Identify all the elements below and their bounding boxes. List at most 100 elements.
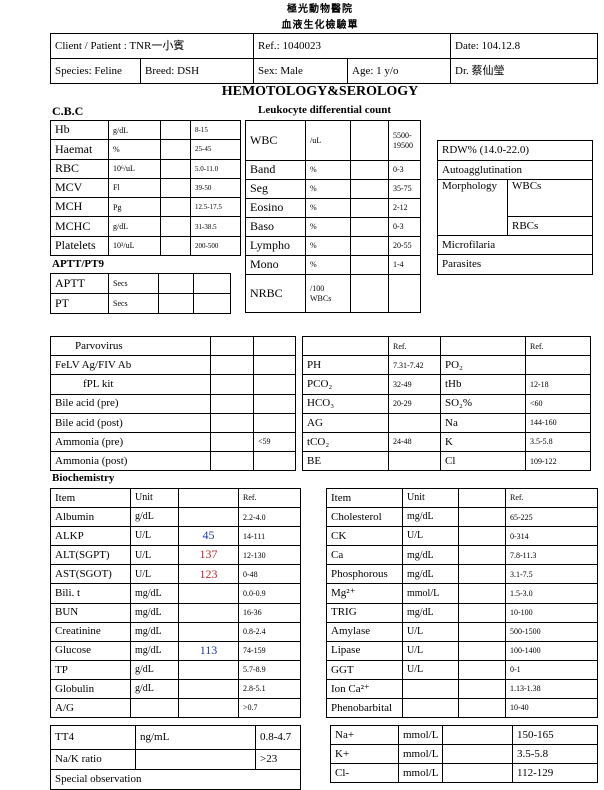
- table-cell: [178, 659, 239, 680]
- table-cell: 31-38.5: [190, 216, 241, 237]
- table-cell: >23: [255, 749, 301, 770]
- table-cell: 10³/uL: [108, 235, 161, 257]
- table-row: Item Unit Ref.: [50, 487, 301, 509]
- table-cell: g/dL: [130, 659, 179, 680]
- table-cell: Microfilaria: [436, 235, 594, 255]
- table-cell: TP: [50, 659, 131, 680]
- table-cell: Ref.: [238, 487, 301, 509]
- table-cell: 113: [178, 640, 239, 661]
- table-row: Amylase U/L 500-1500: [326, 621, 598, 642]
- table-row: TRIG mg/dL 10-100: [326, 602, 598, 623]
- table-cell: RDW% (14.0-22.0): [436, 140, 594, 161]
- table-cell: WBCs: [506, 179, 594, 217]
- table-cell: Bile acid (post): [50, 412, 211, 433]
- table-cell: [210, 335, 254, 357]
- table-cell: Cholesterol: [326, 507, 403, 528]
- table-cell: 1.13-1.38: [505, 678, 598, 700]
- table-row: NRBC/100 WBCs: [245, 274, 421, 313]
- table-row: Parasites: [436, 254, 594, 275]
- table: Parvovirus FeLV Ag/FIV Ab fPL kit Bile acid…: [50, 335, 296, 472]
- table-row: TT4 ng/mL 0.8-4.7: [50, 725, 301, 750]
- table-cell: FeLV Ag/FIV Ab: [50, 355, 211, 376]
- table-cell: tCO₂: [302, 431, 389, 453]
- table-cell: [178, 698, 239, 719]
- table-row: Seg% 35-75: [245, 179, 421, 199]
- table-cell: [253, 451, 296, 472]
- table-cell: 123: [178, 564, 239, 585]
- table-cell: mg/dL: [402, 507, 459, 528]
- table-cell: Mg²⁺: [326, 583, 403, 604]
- table-cell: 109-122: [525, 451, 591, 472]
- table-cell: Seg: [245, 179, 306, 199]
- table-cell: [210, 412, 254, 433]
- table-cell: [210, 355, 254, 376]
- table-cell: [193, 293, 231, 314]
- table-cell: Phenobarbital: [326, 698, 403, 719]
- table-cell: Glucose: [50, 640, 131, 661]
- table-cell: 1.5-3.0: [505, 583, 598, 604]
- table-cell: g/dL: [130, 507, 179, 528]
- table-row: A/G >0.7: [50, 698, 301, 719]
- table: RDW% (14.0-22.0) Autoagglutination Morphol…: [436, 140, 594, 275]
- table-cell: 24-48: [388, 431, 441, 453]
- table-cell: ng/mL: [135, 725, 256, 750]
- table-cell: %: [305, 198, 351, 218]
- table-cell: [440, 335, 526, 357]
- table-cell: [160, 235, 191, 257]
- table-cell: Globulin: [50, 678, 131, 700]
- table-cell: Breed: DSH: [139, 58, 255, 84]
- table-row: PH 7.31-7.42 PO₂: [302, 355, 591, 376]
- table-cell: [458, 507, 506, 528]
- table-cell: [350, 160, 389, 180]
- table-cell: Cl: [440, 451, 526, 472]
- table-row: Na+ mmol/L 150-165: [330, 725, 598, 745]
- table-cell: Parvovirus: [50, 335, 211, 357]
- table-cell: Ammonia (post): [50, 451, 211, 472]
- table-row: BE Cl 109-122: [302, 451, 591, 472]
- table-cell: PH: [302, 355, 389, 376]
- table-cell: 150-165: [512, 725, 598, 745]
- table-cell: 5.7-8.9: [238, 659, 301, 680]
- table-row: Baso% 0-3: [245, 217, 421, 237]
- table-row: fPL kit: [50, 374, 296, 395]
- table-cell: 3.5-5.8: [525, 431, 591, 453]
- table-row: Creatinine mg/dL 0.8-2.4: [50, 621, 301, 642]
- table-cell: [210, 451, 254, 472]
- table-cell: BUN: [50, 602, 131, 623]
- table-cell: [160, 216, 191, 237]
- table-cell: 0-3: [388, 160, 421, 180]
- table-row: ALKP U/L 45 14-111: [50, 526, 301, 547]
- table-cell: Bili. t: [50, 583, 131, 604]
- table-cell: [350, 255, 389, 275]
- table-cell: %: [305, 217, 351, 237]
- table-cell: Pg: [108, 197, 161, 218]
- table-cell: Ammonia (pre): [50, 431, 211, 453]
- table-cell: fPL kit: [50, 374, 211, 395]
- table-cell: mg/dL: [402, 564, 459, 585]
- table-row: ALT(SGPT) U/L 137 12-130: [50, 545, 301, 566]
- table-cell: 35-75: [388, 179, 421, 199]
- table-cell: 5.0-11.0: [190, 158, 241, 179]
- table-cell: 0.0-0.9: [238, 583, 301, 604]
- table-cell: K+: [330, 744, 399, 764]
- table-cell: [210, 393, 254, 414]
- table-cell: mmol/L: [398, 725, 443, 745]
- table-cell: PCO₂: [302, 374, 389, 395]
- table-row: Eosino% 2-12: [245, 198, 421, 218]
- table-cell: 137: [178, 545, 239, 566]
- table-cell: g/dL: [130, 678, 179, 700]
- table-row: HCO₃ 20-29 SO₂% <60: [302, 393, 591, 414]
- table: Item Unit Ref. Albumin g/dL 2.2-4.0 ALKP U/L 45 1…: [50, 487, 301, 719]
- table-cell: 12-18: [525, 374, 591, 395]
- table-cell: 0.8-2.4: [238, 621, 301, 642]
- section-title: HEMOTOLOGY&SEROLOGY: [221, 84, 419, 99]
- table-cell: U/L: [402, 659, 459, 680]
- table-cell: CK: [326, 526, 403, 547]
- table-cell: mg/dL: [130, 602, 179, 623]
- table-cell: [458, 640, 506, 661]
- table-row: Cl-mmol/L 112-129: [330, 763, 598, 783]
- table-cell: [388, 451, 441, 472]
- table-cell: 0.8-4.7: [255, 725, 301, 750]
- table-row: Phosphorous mg/dL 3.1-7.5: [326, 564, 598, 585]
